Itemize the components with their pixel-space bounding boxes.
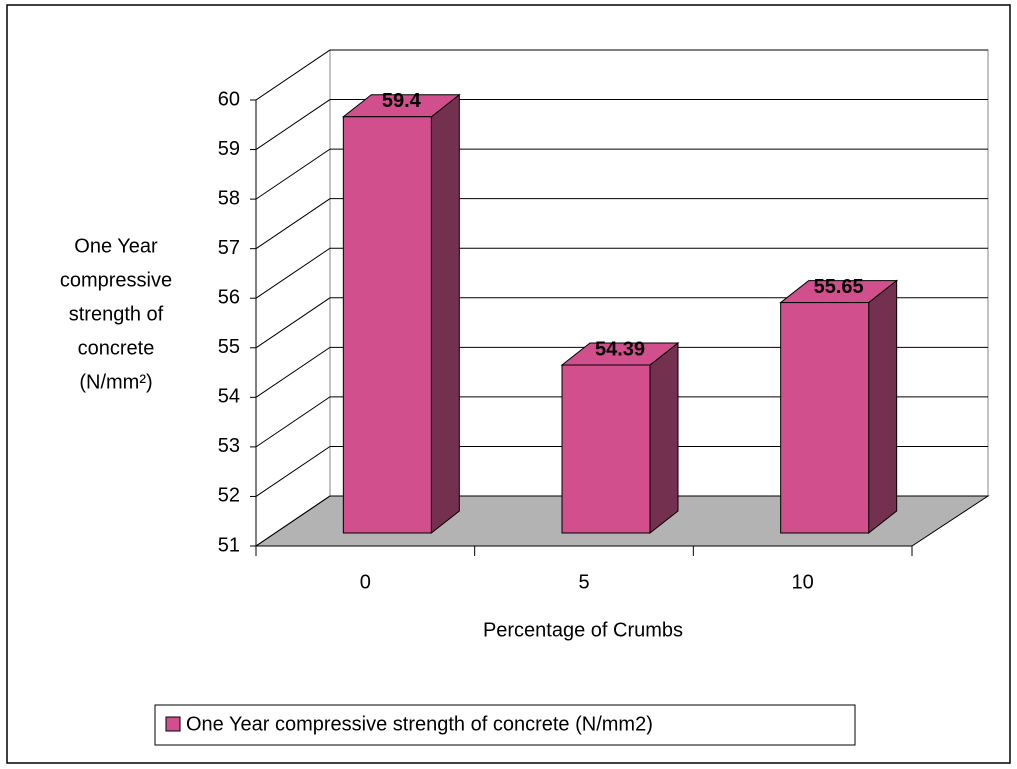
bar bbox=[342, 116, 432, 534]
x-axis-title: Percentage of Crumbs bbox=[483, 619, 683, 641]
y-tick-label: 53 bbox=[218, 435, 240, 457]
y-axis-title: One Year bbox=[74, 235, 158, 257]
grid-line bbox=[255, 495, 988, 547]
legend-label: One Year compressive strength of concret… bbox=[186, 713, 653, 735]
bar-side bbox=[649, 341, 679, 535]
grid-line bbox=[255, 99, 988, 150]
x-tick-label: 10 bbox=[792, 571, 814, 593]
y-axis-title: strength of bbox=[69, 303, 164, 325]
y-tick-label: 58 bbox=[218, 187, 240, 209]
y-axis-title: (N/mm²) bbox=[79, 371, 152, 393]
value-label: 54.39 bbox=[595, 338, 645, 360]
y-tick-label: 56 bbox=[218, 287, 240, 309]
grid-line bbox=[255, 148, 988, 200]
grid-line bbox=[255, 346, 988, 398]
legend-marker bbox=[165, 716, 181, 732]
y-tick-label: 59 bbox=[218, 138, 240, 160]
bar bbox=[780, 302, 870, 534]
y-tick-label: 60 bbox=[218, 88, 240, 110]
value-label: 59.4 bbox=[382, 90, 422, 112]
bar-side bbox=[868, 279, 898, 535]
y-axis-title: compressive bbox=[60, 269, 172, 291]
grid-line bbox=[255, 198, 988, 250]
y-tick-label: 57 bbox=[218, 237, 240, 259]
value-label: 55.65 bbox=[814, 276, 864, 298]
grid-line bbox=[255, 297, 988, 349]
x-tick-label: 5 bbox=[578, 571, 589, 593]
x-tick-label: 0 bbox=[360, 571, 371, 593]
bar bbox=[561, 364, 651, 534]
grid-line bbox=[255, 445, 988, 497]
y-tick-label: 52 bbox=[218, 485, 240, 507]
y-tick-label: 55 bbox=[218, 336, 240, 358]
grid-line bbox=[255, 49, 988, 101]
y-tick-label: 54 bbox=[218, 386, 240, 408]
y-axis-title: concrete bbox=[78, 337, 155, 359]
grid-line bbox=[255, 396, 988, 448]
grid-line bbox=[255, 247, 988, 299]
y-tick-label: 51 bbox=[218, 534, 240, 556]
bar-side bbox=[430, 93, 460, 535]
legend-box bbox=[154, 704, 856, 746]
